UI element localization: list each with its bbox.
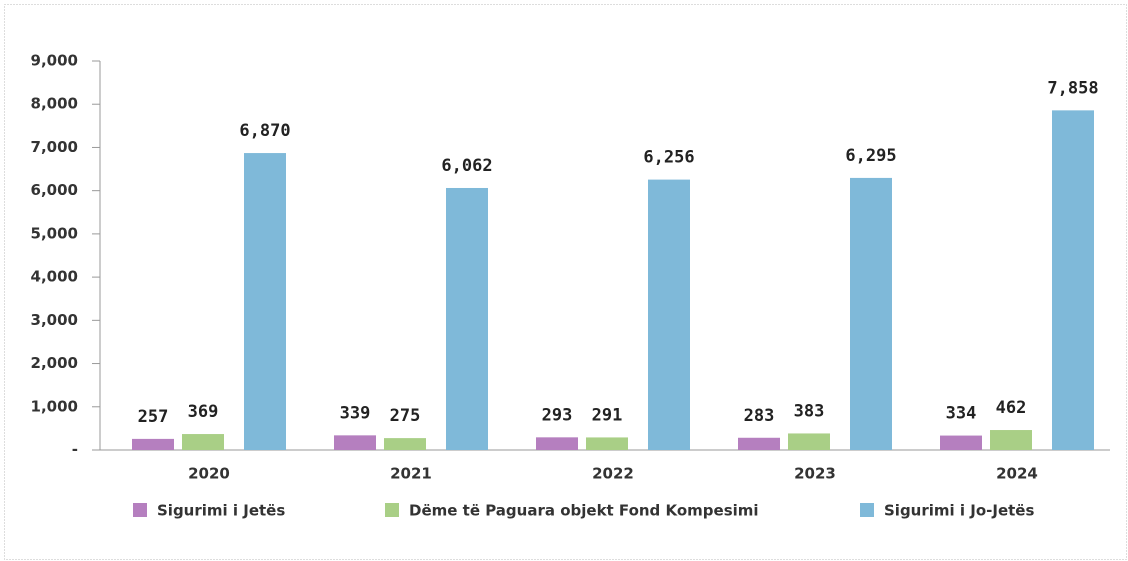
y-tick-label: 9,000 (31, 52, 78, 70)
value-label: 6,295 (845, 146, 896, 166)
value-label: 462 (996, 398, 1027, 418)
bar (384, 438, 426, 450)
bar (446, 187, 488, 451)
y-tick-label: 1,000 (31, 397, 78, 415)
value-label: 291 (592, 405, 623, 425)
x-tick-label: 2020 (188, 465, 230, 483)
legend-label: Dëme të Paguara objekt Fond Kompesimi (409, 502, 759, 520)
legend-swatch (860, 503, 874, 517)
bar (990, 430, 1032, 450)
x-tick-label: 2022 (592, 465, 634, 483)
value-label: 334 (946, 404, 977, 424)
y-tick-label: 5,000 (31, 224, 78, 242)
x-tick-label: 2023 (794, 465, 836, 483)
legend-swatch (133, 503, 147, 517)
value-label: 6,062 (441, 156, 492, 176)
value-label: 6,870 (239, 121, 290, 141)
bar (1052, 110, 1094, 451)
bar (788, 433, 830, 450)
bar (850, 177, 892, 450)
bar (536, 437, 578, 450)
value-label: 293 (542, 405, 573, 425)
value-label: 6,256 (643, 148, 694, 168)
value-label: 257 (138, 407, 169, 427)
value-label: 7,858 (1047, 78, 1098, 98)
legend-label: Sigurimi i Jetës (157, 502, 285, 520)
y-tick-label: 2,000 (31, 354, 78, 372)
value-label: 339 (340, 403, 371, 423)
y-tick-label: 7,000 (31, 138, 78, 156)
x-tick-label: 2021 (390, 465, 432, 483)
value-label: 369 (188, 402, 219, 422)
bar (738, 437, 780, 450)
bar (586, 437, 628, 450)
y-tick-label: 4,000 (31, 268, 78, 286)
x-tick-label: 2024 (996, 465, 1038, 483)
y-tick-label: - (72, 441, 78, 459)
frame (4, 4, 1127, 560)
y-tick-label: 6,000 (31, 181, 78, 199)
bar (334, 435, 376, 450)
y-tick-label: 3,000 (31, 311, 78, 329)
bar (940, 435, 982, 450)
value-label: 283 (744, 406, 775, 426)
bar (244, 153, 286, 450)
value-label: 275 (390, 406, 421, 426)
legend-swatch (385, 503, 399, 517)
bar (182, 434, 224, 450)
value-label: 383 (794, 401, 825, 421)
legend-label: Sigurimi i Jo-Jetës (884, 502, 1034, 520)
bar (648, 179, 690, 450)
y-tick-label: 8,000 (31, 95, 78, 113)
bar (132, 438, 174, 450)
